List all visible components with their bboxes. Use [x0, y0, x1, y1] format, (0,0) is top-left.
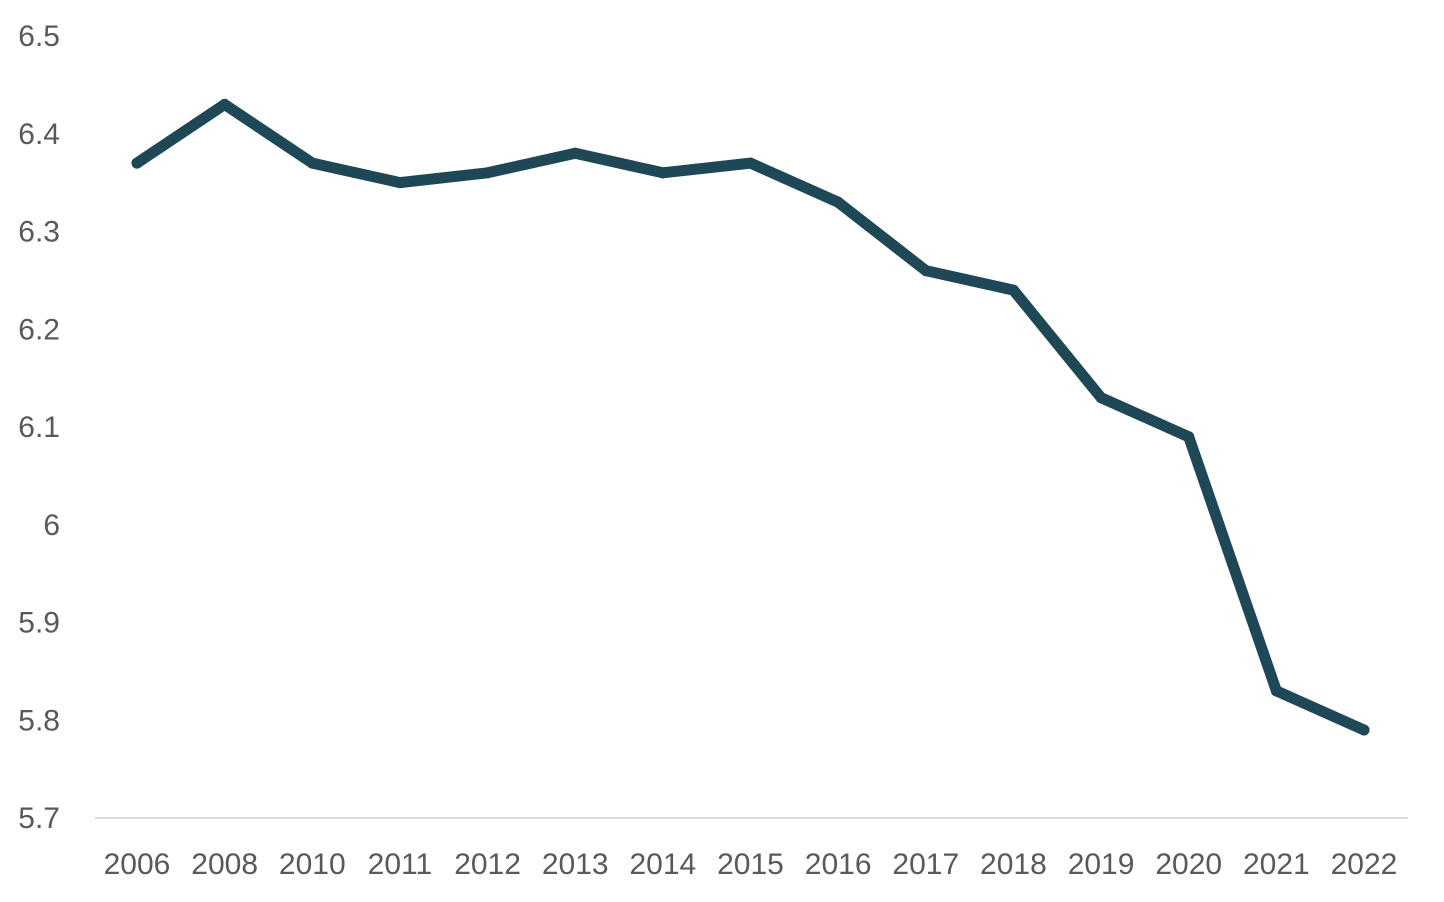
- y-tick-label: 6.2: [18, 313, 60, 346]
- data-point: [394, 177, 406, 189]
- x-tick-label: 2016: [805, 848, 872, 881]
- data-point: [1183, 431, 1195, 443]
- series-line: [131, 98, 1370, 736]
- x-tick-label: 2012: [454, 848, 521, 881]
- data-point: [657, 167, 669, 179]
- x-tick-label: 2008: [191, 848, 258, 881]
- x-tick-label: 2021: [1243, 848, 1310, 881]
- data-point: [482, 167, 494, 179]
- x-tick-label: 2015: [717, 848, 784, 881]
- x-tick-label: 2022: [1331, 848, 1398, 881]
- y-tick-label: 5.7: [18, 802, 60, 835]
- x-tick-label: 2006: [104, 848, 171, 881]
- x-tick-label: 2017: [892, 848, 959, 881]
- y-tick-label: 6.1: [18, 411, 60, 444]
- x-tick-label: 2011: [368, 848, 433, 881]
- data-point: [131, 157, 143, 169]
- y-tick-label: 6.3: [18, 216, 60, 249]
- series-layer: [131, 98, 1370, 736]
- data-point: [1095, 392, 1107, 404]
- y-axis-ticks: 6.5 6.4 6.3 6.2 6.1 6 5.9 5.8 5.7: [18, 20, 60, 835]
- data-point: [306, 157, 318, 169]
- data-point: [745, 157, 756, 169]
- x-tick-label: 2019: [1068, 848, 1135, 881]
- x-tick-label: 2018: [980, 848, 1047, 881]
- data-point: [1007, 284, 1019, 296]
- data-point: [1358, 724, 1370, 736]
- y-tick-label: 6: [43, 509, 60, 542]
- x-axis-ticks: 2006 2008 2010 2011 2012 2013 2014 2015 2016 2017…: [104, 848, 1398, 881]
- x-tick-label: 2013: [542, 848, 609, 881]
- data-point: [920, 265, 932, 277]
- data-point: [832, 196, 844, 208]
- data-point: [1270, 685, 1282, 697]
- x-tick-label: 2014: [629, 848, 696, 881]
- y-tick-label: 5.9: [18, 607, 60, 640]
- data-point: [569, 147, 581, 159]
- x-tick-label: 2020: [1155, 848, 1222, 881]
- y-tick-label: 5.8: [18, 704, 60, 737]
- y-tick-label: 6.5: [18, 20, 60, 53]
- y-tick-label: 6.4: [18, 118, 60, 151]
- data-point: [219, 98, 231, 110]
- x-tick-label: 2010: [279, 848, 346, 881]
